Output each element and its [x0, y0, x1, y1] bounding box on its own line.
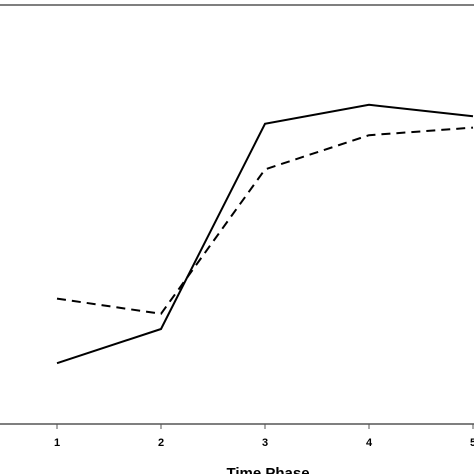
- series-line-dashed: [56, 126, 474, 315]
- x-axis-title: Time Phase: [226, 465, 309, 474]
- x-tick-label: 2: [158, 437, 164, 449]
- x-tick-label: 5: [470, 437, 474, 449]
- series-layer: [56, 103, 474, 365]
- x-axis-ticks: 1 2 3 4 5: [54, 424, 474, 449]
- x-tick-label: 4: [366, 437, 373, 449]
- x-tick-label: 1: [54, 437, 60, 449]
- x-tick-label: 3: [262, 437, 268, 449]
- plot-frame: [0, 4, 474, 425]
- series-line-solid: [56, 103, 474, 365]
